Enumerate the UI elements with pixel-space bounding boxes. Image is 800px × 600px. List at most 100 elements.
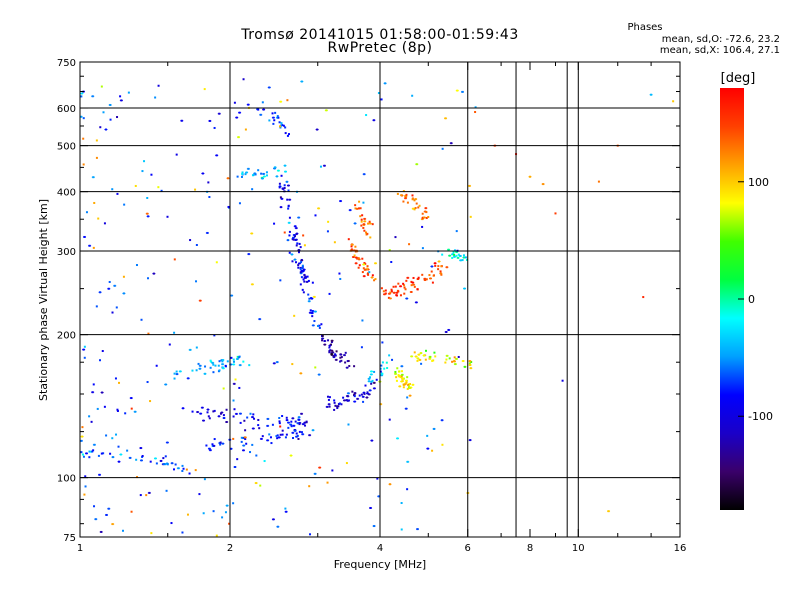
data-point (300, 269, 304, 272)
data-point (335, 405, 339, 408)
data-point (358, 200, 361, 203)
data-point (95, 305, 98, 308)
data-point (262, 172, 266, 175)
data-point (339, 360, 342, 363)
colorbar-label: [deg] (721, 71, 756, 86)
data-point (447, 328, 451, 331)
data-point (362, 267, 365, 270)
data-point (390, 261, 393, 264)
data-point (406, 201, 409, 204)
data-point (306, 275, 309, 278)
data-point (363, 268, 366, 271)
data-point (82, 348, 86, 351)
data-point (463, 287, 467, 290)
data-point (225, 421, 229, 424)
data-point (240, 436, 243, 439)
data-point (354, 204, 357, 207)
data-point (328, 405, 331, 408)
data-point (232, 415, 235, 418)
data-point (402, 200, 405, 203)
data-point (295, 261, 298, 264)
data-point (459, 259, 463, 262)
data-point (199, 412, 203, 415)
data-point (311, 315, 314, 318)
data-point (292, 238, 295, 241)
data-point (275, 361, 279, 364)
y-tick-label: 75 (63, 533, 76, 544)
data-point (399, 194, 403, 197)
data-point (431, 281, 434, 284)
data-point (301, 433, 305, 436)
data-point (238, 355, 241, 358)
data-point (383, 367, 386, 370)
data-point (91, 176, 95, 179)
data-point (195, 346, 198, 349)
data-point (311, 309, 315, 312)
data-point (236, 175, 239, 178)
data-point (358, 207, 361, 210)
data-point (218, 360, 221, 363)
data-point (288, 251, 291, 254)
data-point (166, 215, 169, 218)
data-point (335, 350, 338, 353)
data-point (204, 365, 207, 368)
data-point (336, 407, 339, 410)
data-point (108, 280, 111, 283)
data-point (136, 476, 139, 479)
data-point (328, 346, 331, 349)
data-point (287, 421, 291, 424)
data-point (122, 275, 125, 278)
data-point (411, 383, 415, 386)
data-point (238, 111, 242, 114)
data-point (388, 354, 391, 357)
data-point (449, 142, 453, 145)
data-point (198, 367, 202, 370)
data-point (221, 367, 225, 370)
data-point (254, 173, 257, 176)
data-point (371, 379, 374, 382)
data-point (400, 370, 403, 373)
data-point (160, 189, 163, 192)
data-point (297, 249, 301, 252)
data-point (407, 384, 410, 387)
data-point (310, 297, 314, 300)
data-point (404, 197, 408, 200)
data-point (468, 360, 472, 363)
data-point (280, 174, 283, 177)
data-point (221, 359, 225, 362)
data-point (288, 198, 292, 201)
data-point (230, 294, 234, 297)
data-point (225, 504, 229, 507)
data-point (455, 254, 458, 257)
data-point (284, 510, 288, 513)
data-point (207, 181, 210, 184)
data-point (232, 399, 235, 402)
data-point (248, 364, 251, 367)
data-point (409, 386, 412, 389)
data-point (395, 376, 398, 379)
data-point (307, 279, 310, 282)
data-point (322, 164, 326, 167)
data-point (116, 408, 119, 411)
data-point (246, 103, 250, 106)
data-point (123, 203, 126, 206)
data-point (283, 184, 286, 187)
data-point (371, 223, 374, 226)
data-point (287, 133, 290, 136)
data-point (400, 373, 404, 376)
data-point (265, 171, 268, 174)
data-point (300, 412, 304, 415)
data-point (417, 276, 420, 279)
data-point (91, 391, 95, 394)
data-point (432, 427, 436, 430)
data-point (249, 451, 252, 454)
data-point (279, 126, 282, 129)
data-point (230, 356, 233, 359)
data-point (237, 136, 241, 139)
data-point (347, 423, 350, 426)
data-point (331, 351, 335, 354)
data-point (403, 292, 406, 295)
data-point (399, 294, 402, 297)
data-point (107, 287, 111, 290)
data-point (202, 419, 206, 422)
